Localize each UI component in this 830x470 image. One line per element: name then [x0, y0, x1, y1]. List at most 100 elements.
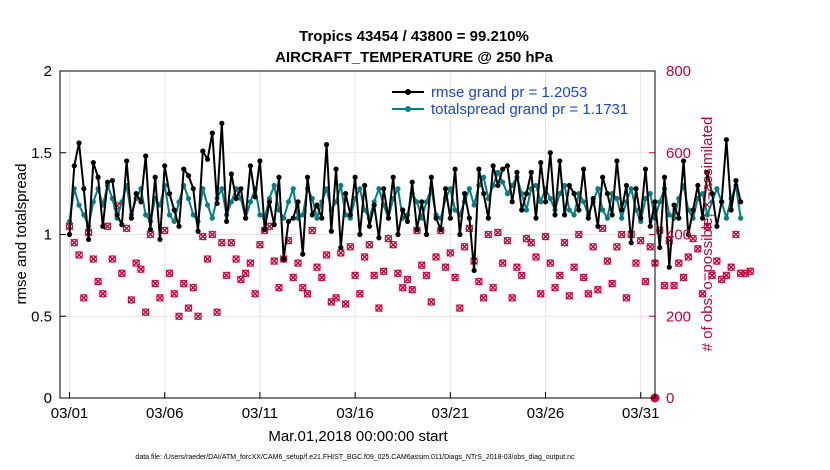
obs-possible-point [165, 269, 174, 278]
obs-assimilated-point [370, 271, 379, 280]
spread-point [547, 195, 553, 202]
obs-possible-point [346, 242, 355, 251]
y-left-tick-label: 0.5 [31, 308, 52, 325]
rmse-point [552, 212, 558, 218]
obs-assimilated-stroke [565, 291, 574, 300]
obs-assimilated-point [308, 226, 317, 235]
obs-assimilated-point [446, 248, 455, 257]
rmse-point [690, 207, 696, 213]
obs-assimilated-point [408, 285, 417, 294]
obs-assimilated-point [513, 263, 521, 272]
spread-point [219, 186, 225, 192]
obs-assimilated-point [541, 232, 550, 241]
obs-assimilated-stroke [270, 257, 279, 265]
obs-assimilated-point [460, 242, 469, 251]
obs-assimilated-point [536, 289, 545, 298]
obs-assimilated-point [560, 238, 569, 247]
rmse-point [514, 169, 520, 175]
rmse-point [347, 212, 353, 218]
spread-point [595, 186, 601, 192]
x-tick-label: 03/16 [336, 405, 374, 422]
rmse-point [209, 130, 215, 136]
obs-assimilated-point [251, 289, 260, 298]
rmse-point [195, 228, 201, 234]
rmse-point [495, 182, 501, 189]
rmse-point [219, 120, 225, 126]
obs-assimilated-stroke [441, 263, 450, 272]
obs-assimilated-point [593, 285, 602, 294]
obs-assimilated-stroke [422, 271, 431, 280]
obs-assimilated-stroke [598, 224, 607, 233]
rmse-point [561, 212, 568, 218]
obs-assimilated-stroke [332, 293, 340, 302]
spread-point [619, 215, 625, 221]
spread-point [414, 199, 420, 205]
rmse-point [571, 191, 577, 197]
obs-assimilated-point [732, 230, 740, 239]
obs-assimilated-stroke [546, 259, 555, 268]
rmse-point [290, 215, 296, 221]
obs-assimilated-stroke [603, 257, 612, 265]
spread-point [481, 174, 487, 180]
rmse-point [557, 158, 563, 164]
obs-assimilated-point [79, 293, 88, 302]
obs-assimilated-point [384, 234, 393, 243]
obs-assimilated-stroke [608, 279, 617, 288]
obs-assimilated-point [441, 263, 450, 272]
obs-possible-point [132, 259, 140, 267]
spread-point [657, 199, 663, 205]
obs-possible-point [575, 230, 583, 239]
x-tick-label: 03/11 [242, 405, 278, 422]
spread-point [571, 212, 577, 218]
obs-assimilated-stroke [622, 293, 631, 302]
obs-assimilated-stroke [560, 238, 569, 247]
obs-assimilated-stroke [184, 304, 193, 312]
obs-possible-point [646, 242, 655, 251]
obs-assimilated-stroke [403, 275, 412, 284]
rmse-point [680, 158, 687, 164]
rmse-point [124, 158, 130, 164]
obs-possible-point [99, 289, 107, 298]
spread-point [452, 207, 458, 213]
obs-assimilated-stroke [474, 277, 483, 286]
obs-assimilated-stroke [689, 234, 697, 243]
rmse-point [323, 141, 330, 148]
obs-possible-point [546, 259, 555, 267]
obs-assimilated-stroke [151, 279, 160, 288]
obs-possible-point [503, 236, 512, 245]
rmse-point [709, 191, 715, 197]
obs-assimilated-stroke [513, 263, 521, 272]
obs-possible-point [565, 292, 574, 300]
spread-point [614, 195, 620, 202]
y-left-tick-label: 0 [44, 390, 52, 407]
obs-assimilated-stroke [141, 308, 150, 317]
obs-assimilated-stroke [303, 289, 312, 298]
obs-assimilated-point [517, 271, 526, 280]
obs-possible-point [555, 271, 564, 280]
rmse-point [362, 182, 368, 189]
rmse-point [66, 231, 73, 238]
obs-assimilated-point [184, 304, 193, 312]
obs-assimilated-stroke [246, 259, 255, 268]
legend: rmse grand pr = 1.2053 totalspread grand… [392, 84, 628, 118]
obs-possible-point [608, 279, 616, 288]
obs-possible-point [603, 257, 612, 265]
spread-point [581, 199, 587, 205]
obs-assimilated-stroke [236, 275, 245, 284]
rmse-point [228, 171, 234, 177]
obs-assimilated-point [622, 293, 631, 302]
obs-assimilated-point [689, 234, 697, 243]
spread-point [185, 195, 192, 202]
spread-point [466, 186, 472, 192]
obs-assimilated-stroke [222, 271, 231, 280]
rmse-point [595, 223, 601, 229]
obs-possible-point [584, 289, 593, 298]
obs-possible-point [489, 283, 497, 292]
obs-possible-point [713, 257, 721, 265]
obs-assimilated-point [479, 293, 488, 302]
plot-frame [59, 70, 656, 399]
obs-assimilated-stroke [160, 226, 169, 235]
obs-possible-point [441, 263, 450, 272]
obs-assimilated-point [322, 251, 331, 259]
